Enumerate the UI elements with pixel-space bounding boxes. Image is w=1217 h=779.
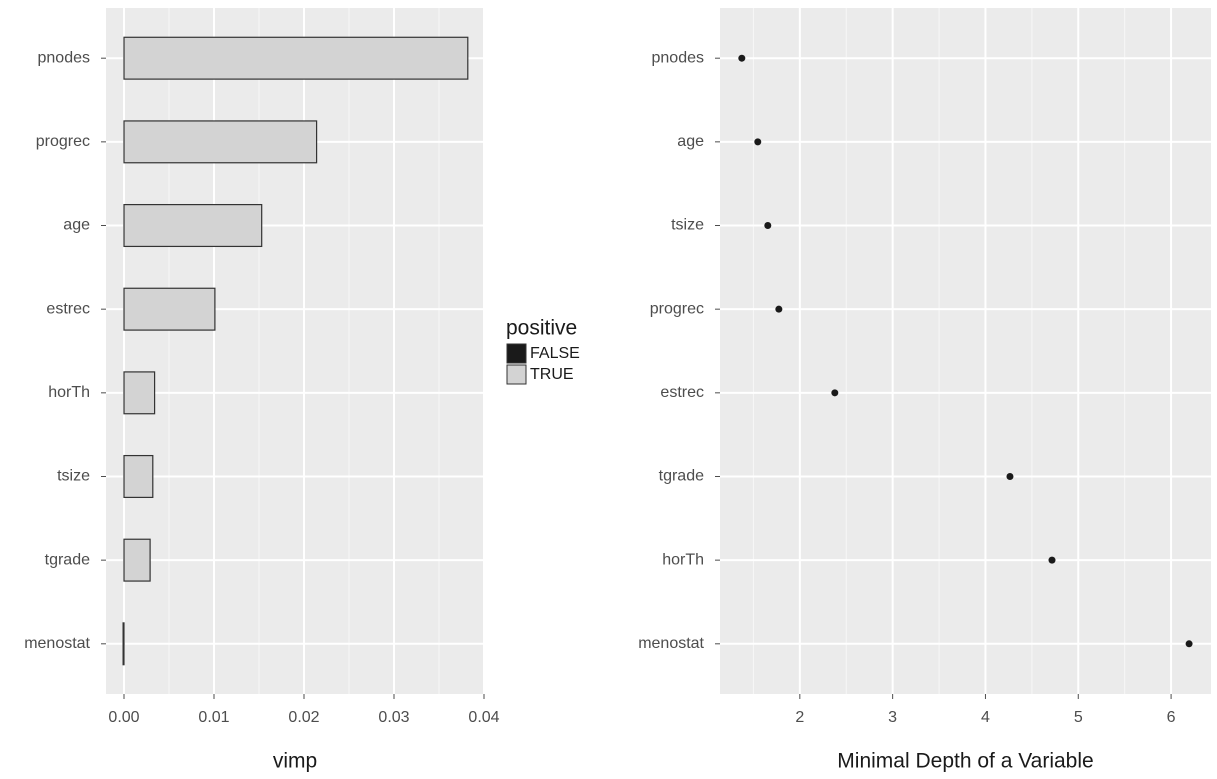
legend-swatch <box>506 364 527 385</box>
y-tick-label: age <box>63 217 90 234</box>
point <box>775 305 783 313</box>
x-tick-label: 0.03 <box>378 709 409 726</box>
legend-label: TRUE <box>530 366 574 383</box>
y-tick-label: horTh <box>48 384 90 401</box>
y-tick-label: estrec <box>660 384 704 401</box>
y-tick-label: tsize <box>671 217 704 234</box>
legend: positive FALSE TRUE <box>506 317 580 385</box>
y-tick-label: estrec <box>46 300 90 317</box>
x-tick-label: 0.01 <box>198 709 229 726</box>
x-tick-label: 2 <box>795 709 804 726</box>
point <box>1006 472 1014 480</box>
x-tick-label: 3 <box>888 709 897 726</box>
bar <box>123 120 318 164</box>
point <box>754 138 762 146</box>
bar <box>123 538 151 582</box>
y-tick-label: menostat <box>24 635 90 652</box>
x-axis-title: Minimal Depth of a Variable <box>837 750 1093 773</box>
legend-swatch <box>506 343 527 364</box>
legend-title: positive <box>506 317 577 340</box>
y-tick-label: horTh <box>662 551 704 568</box>
y-tick-label: tsize <box>57 468 90 485</box>
panel-background <box>106 8 484 694</box>
bar <box>122 622 125 666</box>
bar <box>123 36 469 80</box>
x-tick-label: 0.00 <box>108 709 139 726</box>
y-tick-label: tgrade <box>659 468 704 485</box>
y-tick-label: pnodes <box>652 49 705 66</box>
bar <box>123 203 263 248</box>
y-tick-label: progrec <box>36 133 90 150</box>
point <box>738 54 746 62</box>
legend-label: FALSE <box>530 345 580 362</box>
y-tick-label: menostat <box>638 635 704 652</box>
x-tick-label: 4 <box>981 709 990 726</box>
bar <box>123 454 154 499</box>
bar <box>123 371 156 415</box>
point <box>831 389 839 397</box>
x-axis-title: vimp <box>273 750 317 773</box>
x-tick-label: 0.04 <box>468 709 499 726</box>
y-tick-label: progrec <box>650 300 704 317</box>
x-tick-label: 5 <box>1074 709 1083 726</box>
x-tick-label: 0.02 <box>288 709 319 726</box>
y-tick-label: pnodes <box>38 49 91 66</box>
point <box>1048 556 1056 564</box>
point <box>1185 640 1193 648</box>
y-tick-label: age <box>677 133 704 150</box>
x-tick-label: 6 <box>1167 709 1176 726</box>
point <box>764 222 772 230</box>
y-tick-label: tgrade <box>45 551 90 568</box>
bar <box>123 287 216 331</box>
panel-background <box>720 8 1211 694</box>
